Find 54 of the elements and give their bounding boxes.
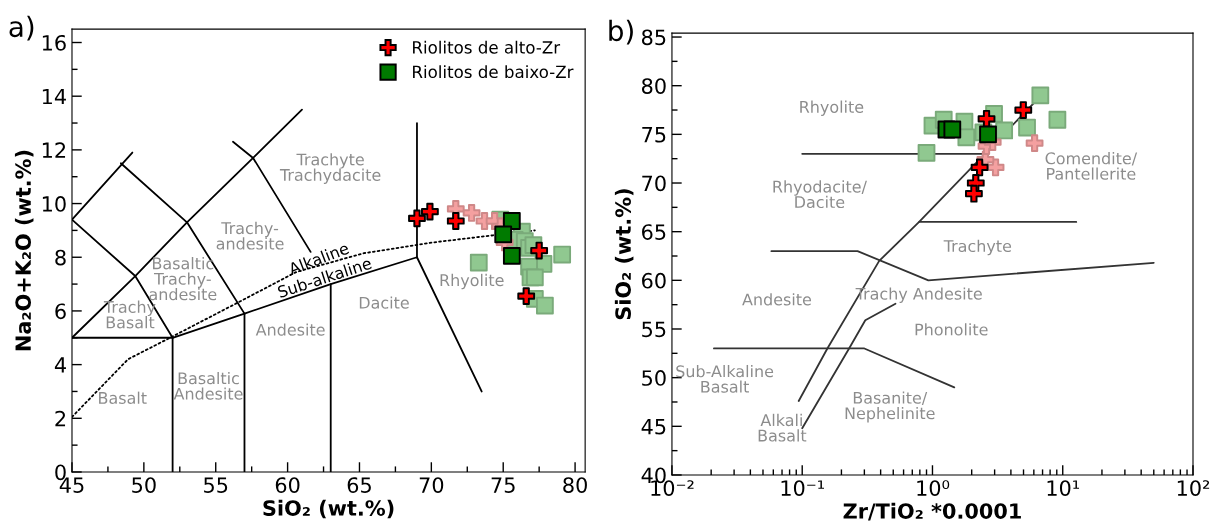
chart-title: a) [9,15,34,41]
annotation: Sub-Alkaline Basalt [676,364,774,393]
y-tick-label: 8 [55,249,66,266]
annotation: Alkali Basalt [758,413,807,442]
y-tick-label: 60 [642,272,666,289]
x-tick-label: 10¹ [1047,480,1080,496]
y-tick-label: 65 [642,224,666,240]
annotation: Basaltic Trachy- andesite [149,257,217,301]
x-tick-label: 10⁰ [917,480,950,496]
annotation: Comendite/ Pantellerite [1045,152,1138,180]
y-tick-label: 6 [55,303,66,320]
x-tick-label: 60 [275,477,300,493]
annotation: Dacite [359,296,409,309]
y-tick-label: 4 [54,357,66,373]
y-tick-label: 10 [42,196,66,212]
annotation: Andesite [255,323,325,336]
annotation: Rhyolite [800,100,864,116]
y-tick-label: 50 [642,370,666,386]
annotation: Basalt [99,391,147,404]
annotation: Rhyolite [440,273,504,290]
y-tick-label: 75 [642,127,666,143]
x-tick-label: 50 [132,477,156,493]
x-tick-label: 65 [347,477,371,493]
y-tick-label: 2 [55,410,66,427]
annotation: Andesite [742,293,812,306]
chart-title: b) [609,19,633,45]
annotation: Phonolite [915,323,988,336]
annotation: Trachyte Trachydacite [279,153,381,185]
y-axis-title: SiO₂ (wt.%) [614,189,634,320]
legend-label: Riolitos de alto-Zr [413,40,561,54]
y-tick-label: 85 [641,29,666,46]
legend-label: Riolitos de baixo-Zr [413,65,574,79]
annotation: Basanite/ Nephelinite [845,391,935,423]
y-tick-label: 70 [642,175,666,192]
y-tick-label: 16 [42,34,66,51]
x-tick-label: 10² [1177,480,1210,496]
x-tick-label: 75 [491,477,515,493]
annotation: Trachyte [943,239,1012,256]
y-axis-title: Na₂O+K₂O (wt.%) [14,150,34,351]
y-tick-label: 14 [42,88,66,105]
y-tick-label: 80 [641,78,666,94]
x-tick-label: 55 [204,477,228,493]
x-tick-label: 70 [419,477,444,493]
annotation: Trachy- andesite [216,221,284,250]
annotation: Rhyodacite/ Dacite [773,180,867,209]
y-tick-label: 55 [642,321,666,338]
x-tick-label: 10⁻¹ [781,480,824,496]
x-axis-title: SiO₂ (wt.%) [263,499,394,519]
x-tick-label: 80 [563,477,587,493]
y-tick-label: 45 [641,419,666,435]
annotation: Basaltic Andesite [173,371,243,400]
annotation: Trachy Basalt [103,300,156,329]
x-axis-title: Zr/TiO₂ *0.0001 [843,502,1021,521]
y-tick-label: 12 [42,142,66,158]
